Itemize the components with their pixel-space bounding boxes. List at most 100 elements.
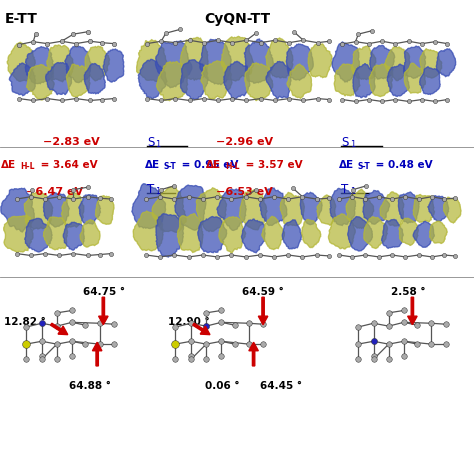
Polygon shape	[198, 217, 227, 253]
Polygon shape	[241, 219, 265, 253]
Polygon shape	[63, 222, 84, 250]
Polygon shape	[217, 189, 246, 230]
Polygon shape	[363, 191, 390, 224]
Polygon shape	[156, 214, 183, 257]
Polygon shape	[308, 44, 332, 78]
Polygon shape	[65, 46, 91, 82]
Text: = 3.57 eV: = 3.57 eV	[242, 160, 303, 170]
Polygon shape	[219, 217, 246, 253]
Polygon shape	[260, 188, 287, 226]
Text: S-T: S-T	[164, 163, 176, 171]
Polygon shape	[413, 221, 434, 247]
Polygon shape	[413, 194, 435, 222]
Polygon shape	[24, 192, 53, 229]
Polygon shape	[266, 62, 291, 99]
Polygon shape	[27, 64, 54, 100]
Polygon shape	[364, 217, 387, 248]
Polygon shape	[282, 220, 301, 249]
Polygon shape	[328, 214, 355, 249]
Text: ΔE: ΔE	[1, 160, 16, 170]
Polygon shape	[428, 196, 448, 221]
Text: CyQN-TT: CyQN-TT	[204, 12, 270, 26]
Polygon shape	[1, 188, 34, 232]
Polygon shape	[46, 63, 72, 95]
Polygon shape	[404, 63, 425, 93]
Polygon shape	[201, 61, 232, 99]
Text: ΔE: ΔE	[206, 160, 221, 170]
Text: H-L: H-L	[20, 163, 35, 171]
Polygon shape	[44, 217, 68, 250]
Polygon shape	[332, 42, 359, 82]
Polygon shape	[138, 59, 167, 99]
Polygon shape	[85, 46, 109, 81]
Polygon shape	[403, 46, 426, 78]
Text: −6.47 eV: −6.47 eV	[26, 187, 83, 197]
Polygon shape	[419, 67, 440, 94]
Polygon shape	[44, 193, 69, 227]
Text: 12.90 °: 12.90 °	[168, 317, 210, 328]
Polygon shape	[429, 221, 447, 244]
Polygon shape	[47, 45, 73, 82]
Text: H-L: H-L	[225, 163, 240, 171]
Polygon shape	[177, 214, 203, 253]
Polygon shape	[399, 192, 419, 223]
Polygon shape	[301, 219, 321, 247]
Polygon shape	[133, 211, 164, 251]
Text: 64.59 °: 64.59 °	[242, 286, 283, 297]
Polygon shape	[175, 185, 206, 230]
Polygon shape	[84, 64, 105, 94]
Polygon shape	[420, 49, 442, 78]
Text: 64.45 °: 64.45 °	[260, 381, 302, 392]
Polygon shape	[399, 218, 419, 246]
Text: S-T: S-T	[358, 163, 371, 171]
Polygon shape	[346, 189, 374, 228]
Polygon shape	[330, 188, 356, 226]
FancyArrow shape	[51, 323, 68, 335]
Text: 12.82 °: 12.82 °	[4, 317, 46, 328]
Polygon shape	[224, 61, 250, 99]
Text: ΔE: ΔE	[339, 160, 354, 170]
Polygon shape	[7, 42, 35, 82]
Text: −6.53 eV: −6.53 eV	[216, 187, 273, 197]
Polygon shape	[352, 46, 376, 80]
Polygon shape	[370, 46, 395, 79]
Polygon shape	[103, 49, 124, 82]
Polygon shape	[80, 219, 100, 247]
Polygon shape	[95, 196, 114, 224]
FancyArrow shape	[193, 323, 210, 335]
FancyArrow shape	[99, 297, 108, 325]
Polygon shape	[369, 64, 392, 97]
Polygon shape	[245, 63, 273, 100]
Polygon shape	[266, 38, 293, 78]
FancyArrow shape	[258, 297, 268, 325]
Polygon shape	[152, 186, 186, 232]
Text: 2.58 °: 2.58 °	[391, 286, 426, 297]
Text: T: T	[147, 183, 154, 196]
FancyArrow shape	[249, 342, 258, 366]
Polygon shape	[287, 64, 311, 99]
Polygon shape	[9, 63, 36, 96]
Text: T: T	[341, 183, 348, 196]
Text: 64.75 °: 64.75 °	[83, 286, 125, 297]
Text: S: S	[341, 136, 349, 149]
Text: S: S	[147, 136, 155, 149]
Polygon shape	[79, 195, 100, 224]
Text: 1: 1	[155, 140, 161, 149]
Text: E-TT: E-TT	[5, 12, 37, 26]
Polygon shape	[25, 46, 54, 84]
Polygon shape	[25, 219, 52, 252]
Polygon shape	[280, 192, 304, 226]
Polygon shape	[444, 197, 461, 223]
FancyArrow shape	[92, 342, 102, 366]
Polygon shape	[221, 36, 254, 81]
Polygon shape	[436, 49, 456, 77]
Text: 1: 1	[350, 188, 355, 196]
Polygon shape	[155, 41, 192, 88]
Text: = 0.95 eV: = 0.95 eV	[178, 160, 238, 170]
Text: 0.06 °: 0.06 °	[205, 381, 239, 392]
Polygon shape	[387, 64, 409, 96]
Polygon shape	[196, 188, 227, 232]
Text: 1: 1	[155, 188, 161, 196]
Polygon shape	[200, 39, 231, 85]
Polygon shape	[137, 40, 167, 82]
